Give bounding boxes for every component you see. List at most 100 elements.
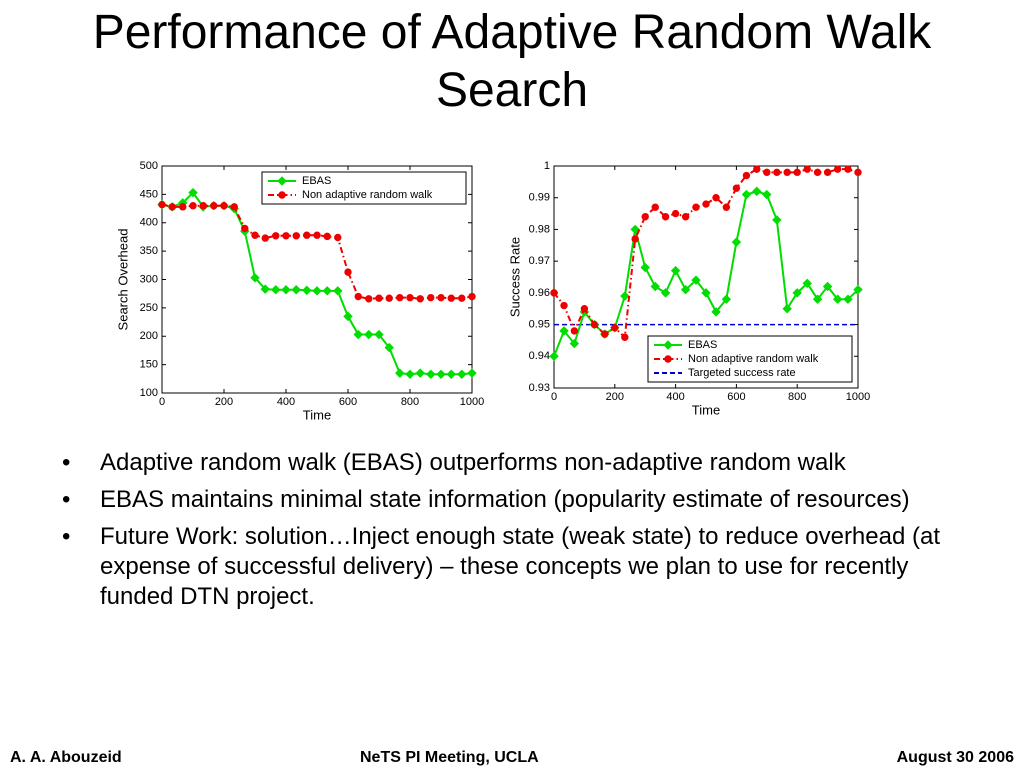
y-tick-label: 0.97 <box>529 255 550 267</box>
marker <box>832 294 843 304</box>
marker <box>189 202 197 210</box>
marker <box>458 294 466 302</box>
marker <box>621 333 629 341</box>
y-tick-label: 0.94 <box>529 350 550 362</box>
marker <box>681 213 690 221</box>
marker <box>630 224 640 235</box>
marker <box>721 294 732 304</box>
legend-label: Targeted success rate <box>688 367 796 379</box>
bullet: Future Work: solution…Inject enough stat… <box>62 522 950 612</box>
legend-label: Non adaptive random walk <box>302 189 433 201</box>
legend-marker <box>278 191 286 199</box>
y-tick-label: 450 <box>140 188 158 200</box>
marker <box>732 184 741 192</box>
marker <box>364 329 374 340</box>
marker <box>436 369 446 379</box>
marker <box>447 294 455 302</box>
marker <box>426 369 436 379</box>
marker <box>303 231 311 239</box>
x-tick-label: 400 <box>277 396 295 408</box>
marker <box>437 293 445 302</box>
x-tick-label: 200 <box>215 396 233 408</box>
y-tick-label: 0.96 <box>529 287 550 299</box>
bullet: EBAS maintains minimal state information… <box>62 485 950 515</box>
marker <box>353 329 363 340</box>
marker <box>569 338 580 349</box>
marker <box>457 369 467 379</box>
marker <box>220 202 228 210</box>
marker <box>570 327 579 335</box>
marker <box>590 320 599 329</box>
marker <box>711 307 721 317</box>
marker <box>365 295 373 303</box>
x-tick-label: 1000 <box>460 396 484 408</box>
marker <box>680 284 691 295</box>
marker <box>773 168 781 177</box>
y-tick-label: 500 <box>140 160 158 172</box>
x-tick-label: 0 <box>159 396 165 408</box>
x-axis-label: Time <box>692 402 720 417</box>
marker <box>384 342 394 353</box>
marker <box>199 202 207 210</box>
marker <box>783 168 791 177</box>
y-tick-label: 0.98 <box>529 223 550 235</box>
marker <box>843 294 853 304</box>
marker <box>333 286 343 296</box>
marker <box>833 165 842 173</box>
x-tick-label: 800 <box>401 396 419 408</box>
marker <box>468 292 476 301</box>
marker <box>354 292 362 301</box>
marker <box>188 187 198 198</box>
marker <box>230 203 238 211</box>
marker <box>560 301 568 310</box>
marker <box>406 293 414 302</box>
marker <box>620 291 630 301</box>
marker <box>158 200 166 209</box>
marker <box>405 369 415 379</box>
y-tick-label: 0.93 <box>529 382 550 394</box>
marker <box>601 330 609 338</box>
y-tick-label: 0.99 <box>529 192 550 204</box>
marker <box>661 213 670 221</box>
marker <box>741 189 752 200</box>
marker <box>375 294 383 302</box>
marker <box>343 311 353 322</box>
marker <box>650 281 660 292</box>
y-tick-label: 100 <box>140 387 158 399</box>
y-tick-label: 400 <box>140 217 158 229</box>
marker <box>813 168 822 177</box>
marker <box>385 294 393 302</box>
x-axis-label: Time <box>303 407 331 422</box>
marker <box>179 203 187 211</box>
marker <box>250 273 260 283</box>
y-tick-label: 0.95 <box>529 318 550 330</box>
marker <box>670 265 681 276</box>
marker <box>752 186 762 197</box>
marker <box>427 293 435 302</box>
marker <box>281 285 291 295</box>
marker <box>701 288 711 298</box>
y-tick-label: 200 <box>140 330 158 342</box>
marker <box>260 284 270 294</box>
marker <box>580 305 589 313</box>
marker <box>251 231 259 239</box>
marker <box>210 202 218 210</box>
marker <box>854 168 862 177</box>
marker <box>651 203 659 211</box>
marker <box>323 232 331 241</box>
x-tick-label: 400 <box>666 391 684 403</box>
marker <box>812 294 823 304</box>
marker <box>467 368 477 378</box>
marker <box>549 351 559 361</box>
marker <box>261 234 269 242</box>
marker <box>671 209 680 218</box>
marker <box>271 285 281 295</box>
marker <box>292 232 300 240</box>
marker <box>803 165 811 173</box>
x-tick-label: 600 <box>339 396 357 408</box>
x-tick-label: 800 <box>788 391 806 403</box>
marker <box>782 304 792 314</box>
marker <box>334 233 342 242</box>
footer-right: August 30 2006 <box>896 749 1014 766</box>
